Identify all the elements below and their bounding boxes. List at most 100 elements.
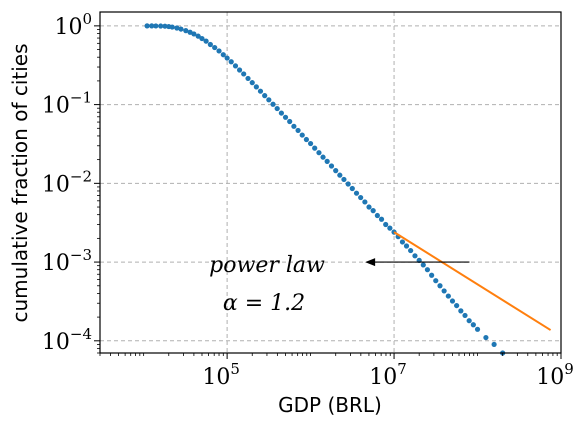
data-point: [191, 31, 197, 37]
y-tick-label: 100: [54, 10, 92, 40]
plot-frame: [99, 11, 562, 354]
power-law-line: [393, 231, 552, 331]
annotation-text-alpha: α = 1.2: [223, 291, 305, 316]
tick-marks: [94, 25, 562, 359]
data-point: [474, 326, 481, 332]
data-point: [236, 67, 243, 73]
data-point: [333, 168, 339, 174]
data-point: [470, 322, 476, 328]
annotation: power law α = 1.2: [209, 253, 470, 316]
data-point: [412, 253, 418, 259]
data-point: [274, 105, 280, 112]
data-point: [245, 75, 251, 82]
y-tick-label: 10−3: [42, 246, 92, 276]
data-point: [387, 225, 393, 231]
data-point: [249, 80, 255, 86]
data-point: [353, 190, 360, 196]
data-point: [303, 136, 310, 143]
data-point: [445, 293, 451, 299]
data-point: [295, 127, 301, 134]
x-tick-label: 105: [202, 360, 240, 390]
data-point: [241, 71, 247, 77]
data-point: [266, 97, 272, 103]
data-point: [424, 267, 431, 273]
plot-border: [99, 11, 562, 354]
data-point: [429, 272, 435, 278]
data-point: [224, 55, 230, 61]
data-point: [299, 132, 305, 138]
data-point: [320, 154, 326, 160]
data-point: [454, 302, 460, 309]
data-point: [307, 140, 314, 147]
data-point: [253, 84, 259, 90]
data-point: [345, 181, 351, 187]
data-point: [378, 216, 385, 222]
power-law-fit: [393, 231, 552, 331]
data-point: [203, 38, 209, 44]
data-point: [383, 221, 389, 228]
scatter-series: [144, 23, 506, 356]
data-point: [420, 262, 426, 268]
y-tick-label: 10−1: [42, 89, 92, 119]
x-tick-label: 107: [369, 360, 407, 390]
data-point: [287, 118, 293, 125]
data-point: [212, 44, 218, 51]
data-point: [370, 208, 376, 214]
data-point: [312, 145, 318, 151]
data-point: [278, 110, 284, 116]
data-point: [220, 52, 226, 58]
y-axis-label: cumulative fraction of cities: [8, 43, 32, 322]
data-point: [324, 158, 330, 164]
data-point: [491, 341, 497, 348]
x-tick-labels: 105 107 109: [202, 360, 573, 390]
data-point: [144, 23, 150, 29]
data-point: [483, 334, 489, 341]
y-tick-labels: 100 10−1 10−2 10−3 10−4: [42, 10, 92, 355]
data-point: [358, 194, 364, 201]
data-point: [282, 114, 289, 120]
data-point: [374, 212, 380, 219]
data-point: [349, 185, 355, 192]
data-point: [228, 59, 234, 65]
data-point: [257, 88, 264, 94]
annotation-text-power-law: power law: [209, 253, 325, 278]
data-point: [458, 308, 464, 314]
data-point: [449, 298, 456, 304]
data-point: [362, 199, 368, 205]
data-point: [408, 247, 414, 254]
data-point: [149, 23, 155, 29]
data-point: [399, 239, 406, 245]
data-point: [232, 63, 239, 69]
data-point: [433, 278, 439, 284]
data-point: [316, 150, 322, 156]
data-point: [291, 123, 297, 129]
data-point: [162, 23, 168, 29]
x-tick-label: 109: [536, 360, 574, 390]
data-point: [270, 101, 276, 107]
data-point: [328, 163, 335, 169]
data-point: [199, 35, 205, 42]
data-point: [366, 204, 372, 210]
data-point: [158, 23, 164, 29]
data-point: [207, 41, 213, 48]
grid: [100, 12, 562, 353]
data-point: [462, 312, 468, 319]
y-tick-label: 10−2: [42, 167, 92, 197]
data-point: [403, 243, 410, 249]
x-axis-label: GDP (BRL): [278, 393, 382, 417]
annotation-arrow-head: [365, 258, 376, 267]
data-point: [341, 176, 347, 183]
y-tick-label: 10−4: [42, 325, 92, 355]
data-point: [441, 288, 447, 294]
data-point: [216, 48, 222, 54]
data-point: [466, 318, 472, 324]
data-point: [169, 24, 175, 30]
data-point: [437, 283, 443, 289]
data-point: [337, 172, 343, 178]
data-point: [195, 33, 201, 39]
data-point: [178, 26, 184, 32]
data-point: [262, 93, 268, 99]
data-point: [183, 28, 189, 34]
data-point: [153, 23, 159, 29]
